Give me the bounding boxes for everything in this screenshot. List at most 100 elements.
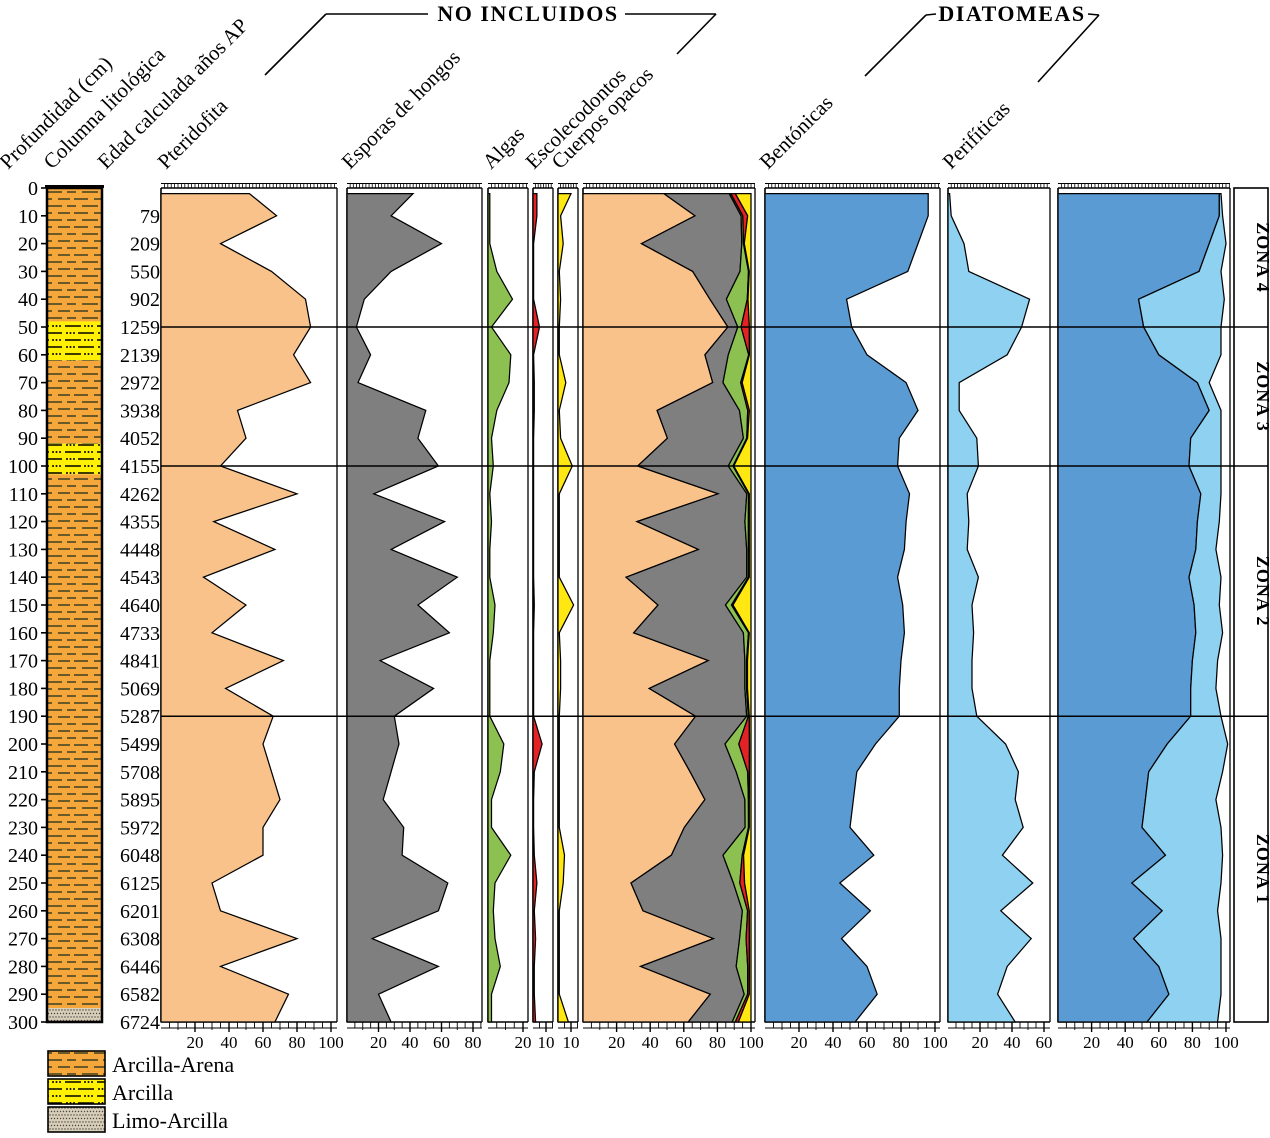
axis-tick-label: 80 <box>465 1033 482 1052</box>
axis-tick-label: 60 <box>255 1033 272 1052</box>
age-label: 902 <box>130 289 160 311</box>
panel-escolecodontos: 10 <box>532 183 555 1052</box>
age-label: 2139 <box>120 345 160 367</box>
group-headers: NO INCLUIDOS DIATOMEAS <box>264 1 1100 83</box>
depth-label: 110 <box>9 484 38 506</box>
age-label: 6308 <box>120 929 160 951</box>
age-label: 4841 <box>120 651 160 673</box>
depth-label: 10 <box>18 206 38 228</box>
area-layer <box>557 192 575 1023</box>
depth-label: 260 <box>8 901 38 923</box>
area-layer <box>947 192 1034 1023</box>
age-label: 209 <box>130 234 160 256</box>
depth-label: 150 <box>8 595 38 617</box>
age-label: 3938 <box>120 400 160 422</box>
age-label: 4355 <box>120 512 160 534</box>
axis-tick-label: 80 <box>709 1033 726 1052</box>
zone-label: ZONA 4 <box>1253 222 1270 293</box>
age-label: 6125 <box>120 873 160 895</box>
depth-label: 230 <box>8 817 38 839</box>
age-label: 5895 <box>120 790 160 812</box>
lith-band-limo_arcilla <box>47 1008 102 1022</box>
group-header-no-incluidos: NO INCLUIDOS <box>437 1 618 26</box>
axis-tick-label: 40 <box>402 1033 419 1052</box>
axis-tick-label: 40 <box>1004 1033 1021 1052</box>
axis-tick-label: 20 <box>608 1033 625 1052</box>
axis-tick-label: 100 <box>1213 1033 1239 1052</box>
panel-diatomeas_sum: 20 40 60 80 100 <box>1057 183 1239 1052</box>
depth-label: 200 <box>8 734 38 756</box>
depth-label: 250 <box>8 873 38 895</box>
column-header-algas: Algas <box>478 122 530 174</box>
axis-tick-label: 20 <box>791 1033 808 1052</box>
lith-band-arcilla_arena <box>47 360 102 444</box>
lithology-legend: Arcilla-Arena Arcilla Limo-Arcilla <box>47 1050 234 1133</box>
depth-label: 240 <box>8 845 38 867</box>
column-header-esporas: Esporas de hongos <box>337 45 465 173</box>
zone-label: ZONA 1 <box>1253 834 1270 905</box>
axis-tick-label: 40 <box>825 1033 842 1052</box>
axis-tick-label: 60 <box>433 1033 450 1052</box>
axis-tick-label: 60 <box>1036 1033 1053 1052</box>
depth-label: 280 <box>8 956 38 978</box>
panel-algas: 20 <box>487 183 532 1052</box>
area-layer <box>532 192 543 1023</box>
age-label: 5499 <box>120 734 160 756</box>
lith-band-arcilla <box>47 443 102 475</box>
depth-label: 60 <box>18 345 38 367</box>
axis-tick-label: 80 <box>893 1033 910 1052</box>
legend-swatch-limo_arcilla <box>47 1106 106 1133</box>
age-column: 79 209 550 902 1259 2139 2972 3938 4052 4155 4262 4… <box>120 206 160 1034</box>
legend-swatch-arcilla_arena <box>47 1050 106 1077</box>
axis-tick-label: 100 <box>738 1033 764 1052</box>
depth-label: 50 <box>18 317 38 339</box>
depth-label: 70 <box>18 373 38 395</box>
zone-column: ZONA 4 ZONA 3 ZONA 2 ZONA 1 <box>1233 187 1270 1023</box>
axis-tick-label: 20 <box>515 1033 532 1052</box>
depth-label: 210 <box>8 762 38 784</box>
age-label: 4640 <box>120 595 160 617</box>
lithology-column <box>45 185 104 1024</box>
legend-swatch-arcilla <box>47 1078 106 1105</box>
age-label: 6582 <box>120 984 160 1006</box>
lith-band-arcilla_arena <box>47 188 102 322</box>
legend-label: Limo-Arcilla <box>112 1108 228 1133</box>
area-layer <box>487 192 514 1023</box>
age-label: 4448 <box>120 539 160 561</box>
depth-label: 140 <box>8 567 38 589</box>
age-label: 6724 <box>120 1012 160 1034</box>
lith-band-arcilla_arena <box>47 474 102 1009</box>
axis-tick-label: 60 <box>1150 1033 1167 1052</box>
column-header-bentonicas: Bentónicas <box>755 91 838 174</box>
legend-label: Arcilla <box>112 1080 173 1105</box>
age-label: 6048 <box>120 845 160 867</box>
age-label: 6446 <box>120 956 160 978</box>
depth-label: 30 <box>18 261 38 283</box>
axis-tick-label: 20 <box>187 1033 204 1052</box>
age-label: 4262 <box>120 484 160 506</box>
axis-tick-label: 60 <box>859 1033 876 1052</box>
panel-perifiticas: 20 40 60 <box>947 183 1053 1052</box>
age-label: 5069 <box>120 678 160 700</box>
depth-label: 100 <box>8 456 38 478</box>
depth-label: 290 <box>8 984 38 1006</box>
age-label: 4543 <box>120 567 160 589</box>
group-header-diatomeas: DIATOMEAS <box>938 1 1085 26</box>
depth-label: 130 <box>8 539 38 561</box>
age-label: 4733 <box>120 623 160 645</box>
depth-label: 120 <box>8 512 38 534</box>
depth-label: 40 <box>18 289 38 311</box>
axis-tick-label: 100 <box>318 1033 344 1052</box>
depth-label: 170 <box>8 651 38 673</box>
age-label: 5287 <box>120 706 160 728</box>
area-layer <box>764 192 929 1023</box>
area-layer <box>346 192 459 1023</box>
legend-label: Arcilla-Arena <box>112 1052 234 1077</box>
age-label: 4052 <box>120 428 160 450</box>
depth-label: 180 <box>8 678 38 700</box>
axis-tick-label: 10 <box>538 1033 555 1052</box>
area-layer <box>1130 192 1229 1023</box>
lith-band-arcilla <box>47 321 102 361</box>
